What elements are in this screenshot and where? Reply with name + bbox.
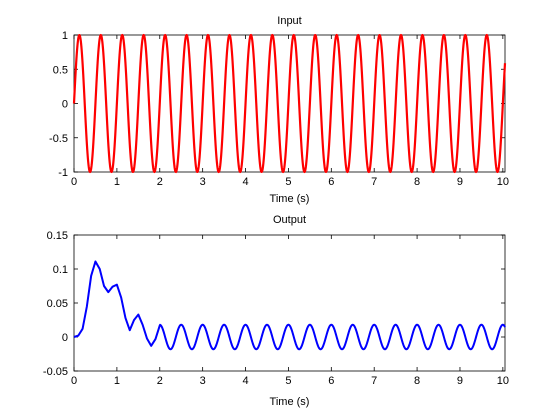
input-x-tick-label: 6 (328, 176, 334, 188)
output-y-tick-label: 0.05 (47, 298, 68, 310)
output-x-tick-label: 1 (114, 375, 120, 387)
output-y-tick-label: 0.1 (53, 264, 68, 276)
input-x-ticks: 0 1 2 3 4 5 6 7 8 9 10 (71, 35, 509, 188)
input-x-tick-label: 10 (497, 176, 509, 188)
input-y-tick-label: -1 (58, 167, 68, 179)
output-title: Output (273, 214, 306, 226)
output-y-tick-label: 0 (62, 332, 68, 344)
input-y-tick-label: 0.5 (53, 64, 68, 76)
input-x-tick-label: 5 (285, 176, 291, 188)
output-x-tick-label: 4 (242, 375, 248, 387)
output-y-ticks: -0.05 0 0.05 0.1 0.15 (43, 230, 505, 378)
input-subplot: Input 0 1 2 3 4 5 6 7 8 9 10 -1 -0.5 0 0.5 1 Time (s) (49, 15, 509, 205)
input-x-tick-label: 4 (242, 176, 248, 188)
output-x-tick-label: 2 (157, 375, 163, 387)
input-y-tick-label: 0 (62, 99, 68, 111)
input-x-tick-label: 9 (457, 176, 463, 188)
output-x-axis-label: Time (s) (270, 396, 310, 408)
output-series-line (73, 260, 506, 351)
input-x-tick-label: 2 (157, 176, 163, 188)
output-y-tick-label: -0.05 (43, 366, 68, 378)
output-x-tick-label: 7 (371, 375, 377, 387)
input-x-tick-label: 1 (114, 176, 120, 188)
input-x-tick-label: 7 (371, 176, 377, 188)
input-x-axis-label: Time (s) (270, 193, 310, 205)
input-series-line (72, 33, 507, 174)
input-y-tick-label: 1 (62, 30, 68, 42)
output-x-tick-label: 0 (71, 375, 77, 387)
output-x-tick-label: 10 (497, 375, 509, 387)
output-x-tick-label: 5 (285, 375, 291, 387)
output-x-tick-label: 8 (414, 375, 420, 387)
output-x-tick-label: 6 (328, 375, 334, 387)
output-axes-frame (73, 234, 506, 372)
input-y-tick-label: -0.5 (49, 133, 68, 145)
input-title: Input (277, 15, 301, 27)
input-x-tick-label: 8 (414, 176, 420, 188)
output-x-ticks: 0 1 2 3 4 5 6 7 8 9 10 (71, 235, 509, 387)
output-y-tick-label: 0.15 (47, 230, 68, 242)
output-x-tick-label: 3 (200, 375, 206, 387)
output-x-tick-label: 9 (457, 375, 463, 387)
input-x-tick-label: 0 (71, 176, 77, 188)
input-x-tick-label: 3 (200, 176, 206, 188)
